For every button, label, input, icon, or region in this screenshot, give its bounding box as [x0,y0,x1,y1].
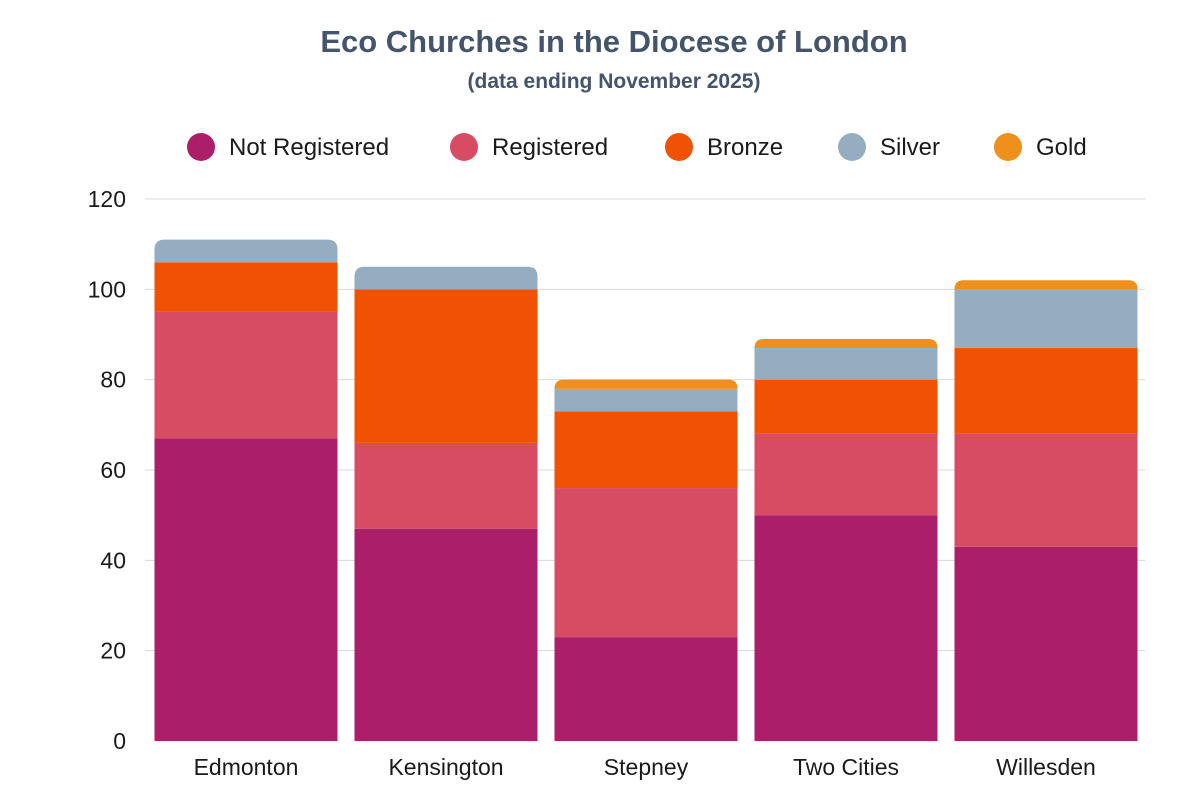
y-axis: 0 20 40 60 80 100 120 [88,186,126,754]
bar-segment-edmonton-silver [154,239,338,263]
y-tick-label-120: 120 [88,186,126,212]
bar-segment-willesden-bronze [954,348,1138,434]
bar-segment-two-cities-not-registered [754,515,938,741]
bar-segment-stepney-not-registered [554,637,738,741]
y-tick-label-80: 80 [100,367,126,393]
bar-group-two-cities [754,339,938,741]
legend-swatch-bronze [665,133,693,161]
x-tick-label-willesden: Willesden [996,754,1096,780]
chart-subtitle: (data ending November 2025) [468,70,761,93]
bar-segment-two-cities-bronze [754,379,938,434]
bar-group-stepney [554,379,738,741]
x-axis: Edmonton Kensington Stepney Two Cities Wille… [194,754,1096,780]
legend-label-registered: Registered [492,134,608,161]
legend-swatch-not-registered [187,133,215,161]
y-tick-label-100: 100 [88,276,126,302]
bar-segment-kensington-not-registered [354,528,538,741]
bar-segment-kensington-registered [354,442,538,529]
chart-title: Eco Churches in the Diocese of London [320,24,907,59]
bar-segment-willesden-registered [954,433,1138,547]
legend-label-bronze: Bronze [707,134,783,161]
legend-item-bronze: Bronze [665,133,783,161]
bar-segment-willesden-silver [954,289,1138,349]
y-tick-label-0: 0 [113,728,126,754]
x-tick-label-stepney: Stepney [604,754,689,780]
bar-group-kensington [354,266,538,741]
bar-segment-edmonton-registered [154,311,338,439]
bar-group-willesden [954,280,1138,741]
legend-label-silver: Silver [880,134,940,161]
bar-segment-two-cities-gold [754,339,938,349]
bars [154,239,1138,741]
legend-item-not-registered: Not Registered [187,133,389,161]
bar-segment-two-cities-silver [754,348,938,380]
legend: Not Registered Registered Bronze Silver Gold [187,133,1087,161]
legend-item-registered: Registered [450,133,608,161]
legend-label-gold: Gold [1036,134,1087,161]
bar-segment-willesden-gold [954,280,1138,290]
bar-segment-stepney-gold [554,379,738,389]
bar-segment-two-cities-registered [754,433,938,516]
x-tick-label-kensington: Kensington [388,754,503,780]
y-tick-label-20: 20 [100,638,126,664]
x-tick-label-two-cities: Two Cities [793,754,899,780]
bar-segment-edmonton-bronze [154,262,338,312]
bar-segment-stepney-bronze [554,411,738,489]
bar-segment-willesden-not-registered [954,546,1138,741]
legend-swatch-registered [450,133,478,161]
x-tick-label-edmonton: Edmonton [194,754,299,780]
bar-group-edmonton [154,239,338,741]
legend-swatch-gold [994,133,1022,161]
bar-segment-kensington-bronze [354,289,538,443]
bar-segment-edmonton-not-registered [154,438,338,741]
legend-label-not-registered: Not Registered [229,134,389,161]
bar-segment-stepney-silver [554,388,738,412]
bar-segment-kensington-silver [354,266,538,290]
legend-item-gold: Gold [994,133,1087,161]
legend-swatch-silver [838,133,866,161]
y-tick-label-40: 40 [100,547,126,573]
y-tick-label-60: 60 [100,457,126,483]
legend-item-silver: Silver [838,133,940,161]
bar-segment-stepney-registered [554,488,738,638]
